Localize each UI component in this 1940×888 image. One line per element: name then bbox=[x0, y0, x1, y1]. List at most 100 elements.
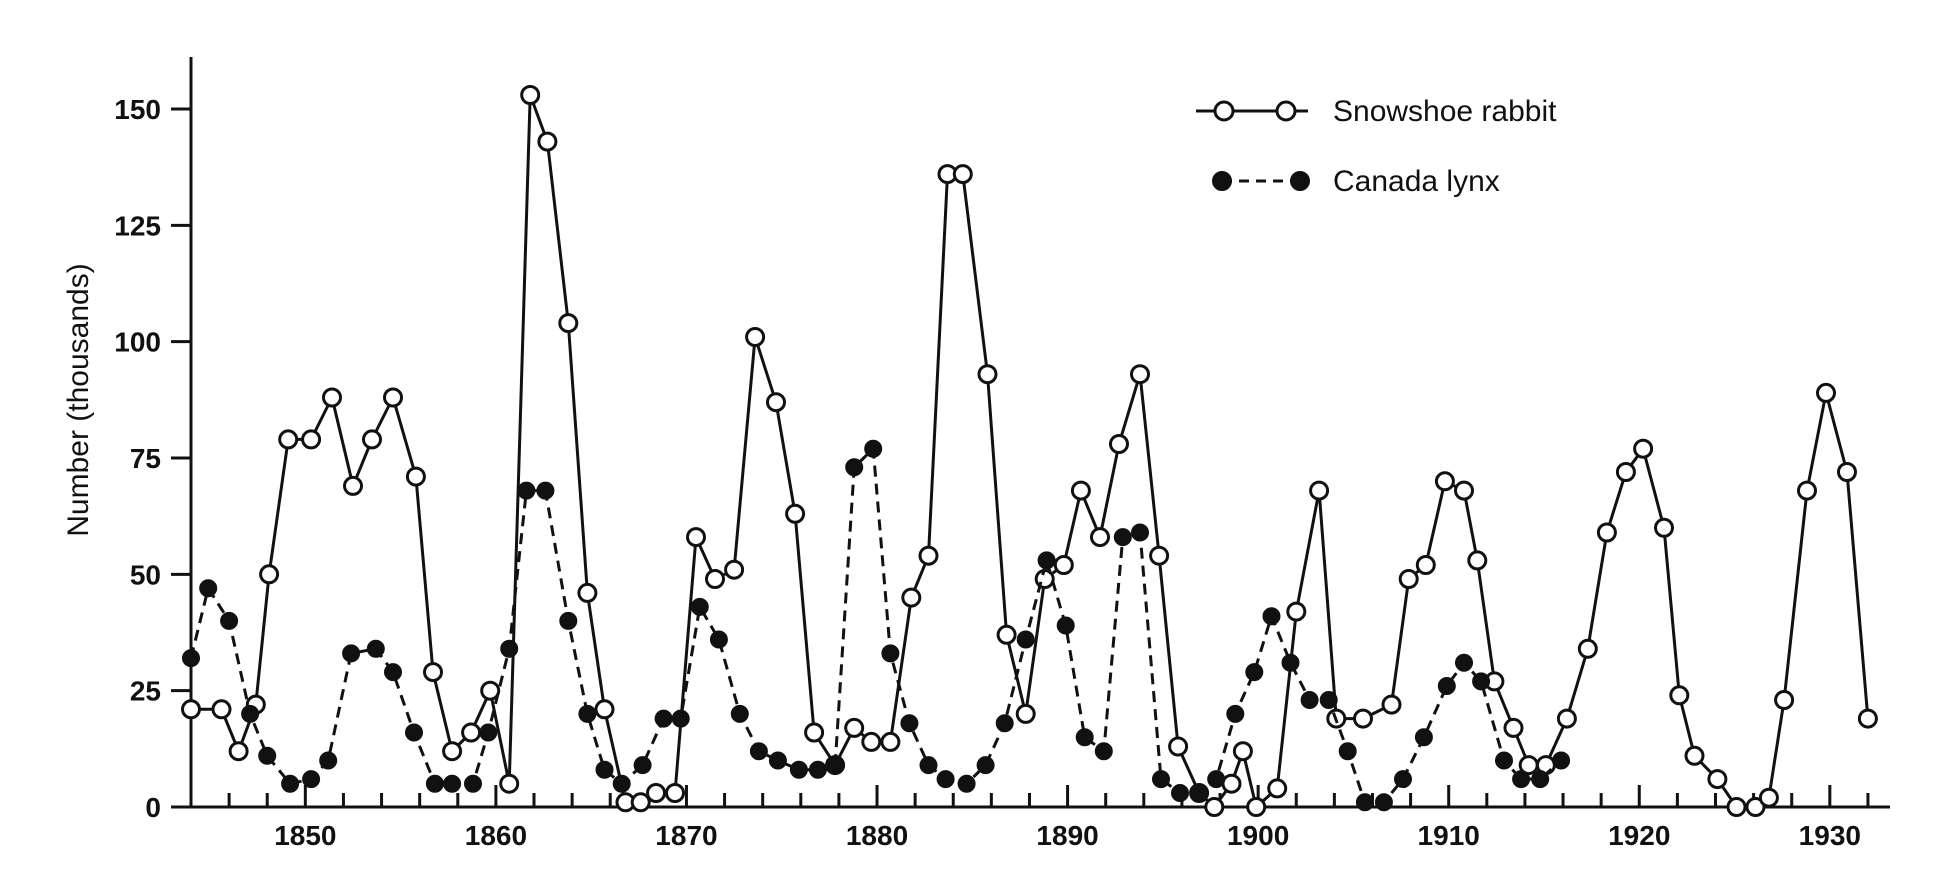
canada-lynx-point bbox=[559, 611, 578, 630]
canada-lynx-point bbox=[182, 649, 200, 668]
snowshoe-rabbit-point bbox=[1556, 708, 1577, 729]
y-tick-label: 0 bbox=[145, 792, 161, 823]
x-tick-label: 1900 bbox=[1227, 820, 1289, 851]
snowshoe-rabbit-point bbox=[705, 569, 725, 589]
legend-label-canada-lynx: Canada lynx bbox=[1333, 165, 1500, 198]
snowshoe-rabbit-point bbox=[499, 773, 520, 794]
snowshoe-rabbit-point bbox=[1434, 471, 1455, 492]
snowshoe-rabbit-point bbox=[442, 741, 463, 762]
canada-lynx-point bbox=[199, 579, 218, 598]
legend-open-circle-marker bbox=[1213, 100, 1235, 122]
snowshoe-rabbit-point bbox=[1758, 787, 1779, 808]
canada-lynx-point bbox=[957, 774, 976, 793]
canada-lynx-point bbox=[1531, 770, 1550, 789]
snowshoe-rabbit-point bbox=[1309, 480, 1330, 501]
x-ticks: 1850 1860 1870 1880 1890 1900 1910 1920 1930 bbox=[227, 785, 1870, 851]
snowshoe-rabbit-point bbox=[343, 475, 363, 496]
canada-lynx-point bbox=[1190, 784, 1209, 802]
canada-lynx-point bbox=[612, 774, 631, 793]
canada-lynx-point bbox=[1037, 551, 1056, 570]
canada-lynx-point bbox=[281, 774, 300, 793]
canada-lynx-point bbox=[384, 663, 402, 682]
snowshoe-rabbit-point bbox=[1232, 741, 1253, 762]
snowshoe-rabbit-point bbox=[461, 722, 482, 743]
x-tick-label: 1930 bbox=[1799, 820, 1861, 851]
snowshoe-rabbit-point bbox=[630, 792, 651, 813]
snowshoe-rabbit-point bbox=[480, 680, 501, 701]
axes bbox=[189, 57, 1890, 809]
snowshoe-rabbit-point bbox=[1070, 480, 1091, 501]
snowshoe-rabbit-point bbox=[1797, 480, 1817, 501]
snowshoe-rabbit-point bbox=[1654, 517, 1674, 538]
snowshoe-rabbit-point bbox=[1221, 773, 1242, 794]
snowshoe-rabbit-point bbox=[766, 392, 786, 413]
snowshoe-rabbit-point bbox=[996, 624, 1017, 645]
snowshoe-rabbit-point bbox=[537, 131, 558, 152]
legend-open-circle-marker bbox=[1275, 100, 1297, 122]
canada-lynx-point bbox=[1207, 770, 1226, 789]
y-ticks: 0 25 50 75 100 125 150 bbox=[114, 94, 191, 823]
snowshoe-rabbit-point bbox=[918, 545, 939, 566]
x-tick-label: 1890 bbox=[1036, 820, 1098, 851]
snowshoe-rabbit-point bbox=[1467, 550, 1488, 571]
canada-lynx-point bbox=[1472, 672, 1491, 691]
canada-lynx-point bbox=[976, 756, 995, 775]
x-tick-label: 1860 bbox=[465, 820, 527, 851]
snowshoe-rabbit-point bbox=[861, 731, 882, 752]
canada-lynx-point bbox=[479, 723, 498, 742]
canada-lynx-point bbox=[789, 760, 808, 779]
legend-item-snowshoe-rabbit: Snowshoe rabbit bbox=[1196, 95, 1557, 128]
snowshoe-rabbit-point bbox=[1577, 638, 1598, 659]
legend: Snowshoe rabbit Canada lynx bbox=[1196, 95, 1557, 198]
snowshoe-rabbit-point bbox=[724, 559, 745, 580]
snowshoe-rabbit-point bbox=[1415, 555, 1436, 575]
snowshoe-rabbit-point bbox=[181, 699, 201, 720]
snowshoe-rabbit-point bbox=[1745, 797, 1766, 817]
snowshoe-rabbit-point bbox=[1857, 708, 1878, 729]
canada-lynx-point bbox=[1281, 653, 1300, 672]
snowshoe-rabbit-point bbox=[1816, 382, 1836, 403]
series-layer bbox=[181, 85, 1878, 817]
canada-lynx-point bbox=[671, 709, 690, 728]
snowshoe-rabbit-point bbox=[259, 564, 280, 585]
snowshoe-rabbit-point bbox=[1130, 364, 1150, 385]
snowshoe-rabbit-point bbox=[1149, 545, 1170, 566]
snowshoe-rabbit-point bbox=[211, 699, 232, 720]
snowshoe-rabbit-point bbox=[901, 587, 922, 608]
snowshoe-rabbit-point bbox=[1246, 797, 1267, 817]
canada-lynx-point bbox=[1512, 770, 1531, 789]
snowshoe-rabbit-point bbox=[1615, 462, 1636, 482]
snowshoe-rabbit-point bbox=[301, 429, 322, 450]
canada-lynx-point bbox=[366, 639, 385, 658]
snowshoe-rabbit-point bbox=[362, 429, 382, 450]
x-tick-label: 1870 bbox=[655, 820, 717, 851]
snowshoe-rabbit-point bbox=[1726, 797, 1747, 817]
canada-lynx-point bbox=[1056, 616, 1075, 635]
snowshoe-rabbit-point bbox=[1090, 527, 1110, 548]
snowshoe-rabbit-point bbox=[1774, 690, 1795, 710]
snowshoe-rabbit-point bbox=[1353, 708, 1373, 729]
snowshoe-rabbit-point bbox=[804, 722, 825, 743]
snowshoe-rabbit-point bbox=[228, 741, 249, 762]
canada-lynx-point bbox=[826, 756, 845, 775]
canada-lynx-point bbox=[464, 774, 482, 793]
snowshoe-rabbit-point bbox=[520, 85, 541, 105]
canada-lynx-point bbox=[995, 714, 1014, 733]
snowshoe-rabbit-point bbox=[646, 783, 666, 803]
snowshoe-rabbit-point bbox=[1015, 703, 1036, 724]
snowshoe-rabbit-point bbox=[1596, 522, 1617, 543]
canada-lynx-point bbox=[1131, 523, 1149, 542]
canada-lynx-point bbox=[1245, 663, 1264, 682]
canada-lynx-point bbox=[443, 774, 462, 793]
snowshoe-rabbit-point bbox=[1837, 462, 1857, 482]
canada-lynx-point bbox=[1394, 770, 1412, 789]
snowshoe-rabbit-point bbox=[1286, 601, 1307, 622]
y-tick-label: 75 bbox=[130, 443, 161, 474]
canada-lynx-point bbox=[1262, 607, 1281, 626]
snowshoe-rabbit-point bbox=[1503, 717, 1524, 738]
canada-lynx-point bbox=[405, 723, 423, 742]
canada-lynx-point bbox=[1300, 691, 1319, 709]
snowshoe-rabbit-point bbox=[880, 731, 901, 752]
x-tick-label: 1910 bbox=[1418, 820, 1480, 851]
canada-lynx-point bbox=[1374, 793, 1393, 812]
